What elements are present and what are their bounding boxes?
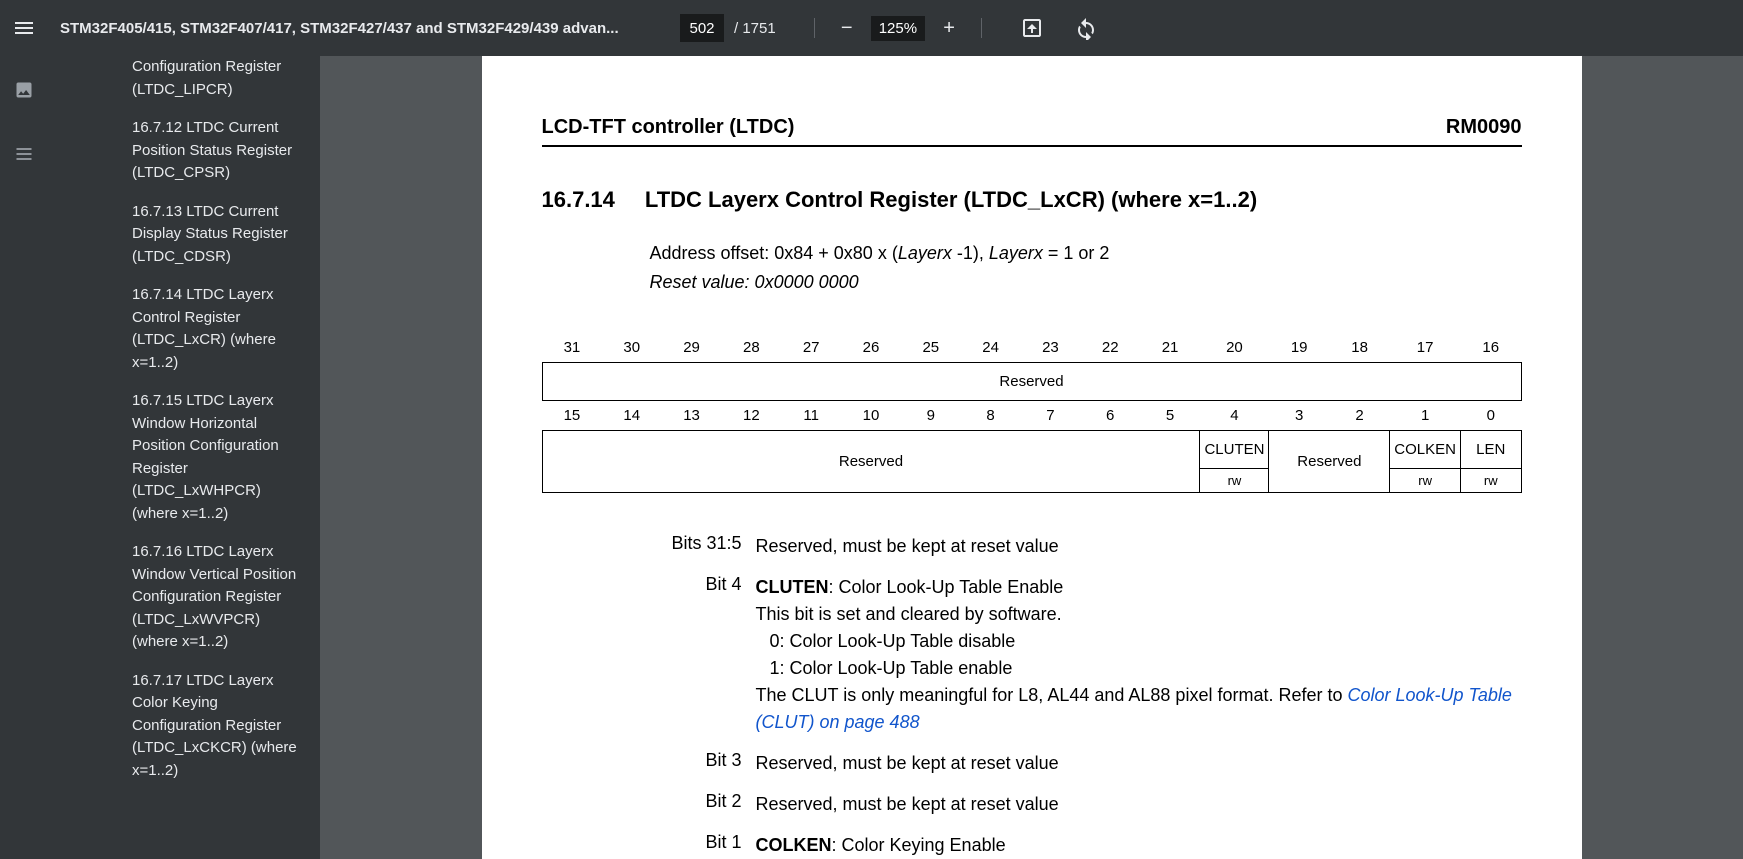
- bit-number: 3: [1269, 401, 1329, 431]
- bit-label: Bit 3: [662, 750, 742, 777]
- page-header: LCD-TFT controller (LTDC) RM0090: [542, 56, 1522, 147]
- reserved-cell: Reserved: [542, 363, 1521, 401]
- colken-cell: COLKEN: [1390, 431, 1461, 469]
- outline-item[interactable]: 16.7.13 LTDC Current Display Status Regi…: [48, 193, 320, 277]
- outline-item[interactable]: Configuration Register (LTDC_LIPCR): [48, 56, 320, 109]
- bit-number: 20: [1200, 333, 1269, 363]
- bit-number: 13: [662, 401, 722, 431]
- reserved-cell: Reserved: [542, 431, 1200, 493]
- page-total: / 1751: [734, 20, 776, 37]
- bit-number: 2: [1329, 401, 1389, 431]
- bit-number: 7: [1021, 401, 1081, 431]
- bit-number: 10: [841, 401, 901, 431]
- bit-number: 14: [602, 401, 662, 431]
- bit-entry: Bit 3 Reserved, must be kept at reset va…: [662, 750, 1522, 777]
- section: 16.7.14 LTDC Layerx Control Register (LT…: [542, 187, 1522, 293]
- bit-number: 28: [721, 333, 781, 363]
- bit-number: 18: [1329, 333, 1389, 363]
- bit-entry: Bits 31:5 Reserved, must be kept at rese…: [662, 533, 1522, 560]
- outline-item[interactable]: 16.7.16 LTDC Layerx Window Vertical Posi…: [48, 533, 320, 662]
- reset-value: Reset value: 0x0000 0000: [650, 272, 1522, 293]
- bit-number: 26: [841, 333, 901, 363]
- bit-entry: Bit 4 CLUTEN: Color Look-Up Table Enable…: [662, 574, 1522, 736]
- section-title: LTDC Layerx Control Register (LTDC_LxCR)…: [645, 187, 1257, 213]
- bit-number: 17: [1390, 333, 1461, 363]
- zoom-controls: − 125% +: [806, 16, 1098, 41]
- zoom-level: 125%: [871, 16, 925, 41]
- address-offset: Address offset: 0x84 + 0x80 x (Layerx -1…: [650, 243, 1522, 264]
- bit-number: 11: [781, 401, 841, 431]
- bit-number: 22: [1080, 333, 1140, 363]
- bit-text: CLUTEN: Color Look-Up Table Enable This …: [756, 574, 1522, 736]
- bit-label: Bit 2: [662, 791, 742, 818]
- bit-text: COLKEN: Color Keying Enable: [756, 832, 1522, 859]
- len-cell: LEN: [1460, 431, 1521, 469]
- reserved-cell: Reserved: [1269, 431, 1390, 493]
- pdf-page: LCD-TFT controller (LTDC) RM0090 16.7.14…: [482, 56, 1582, 859]
- page-header-right: RM0090: [1446, 116, 1522, 139]
- bit-number: 8: [961, 401, 1021, 431]
- section-number: 16.7.14: [542, 187, 615, 213]
- rw-cell: rw: [1460, 469, 1521, 493]
- cluten-cell: CLUTEN: [1200, 431, 1269, 469]
- bit-number: 29: [662, 333, 722, 363]
- document-title: STM32F405/415, STM32F407/417, STM32F427/…: [60, 20, 660, 37]
- bit-number: 4: [1200, 401, 1269, 431]
- outline-sidebar[interactable]: Configuration Register (LTDC_LIPCR)16.7.…: [48, 56, 320, 859]
- bit-number: 27: [781, 333, 841, 363]
- outline-item[interactable]: 16.7.12 LTDC Current Position Status Reg…: [48, 109, 320, 193]
- bit-number: 30: [602, 333, 662, 363]
- rotate-icon[interactable]: [1074, 16, 1098, 40]
- bit-number: 23: [1021, 333, 1081, 363]
- bit-text: Reserved, must be kept at reset value: [756, 791, 1522, 818]
- outline-item[interactable]: 16.7.17 LTDC Layerx Color Keying Configu…: [48, 662, 320, 791]
- page-controls: / 1751: [680, 14, 776, 42]
- bit-text: Reserved, must be kept at reset value: [756, 533, 1522, 560]
- bit-number: 9: [901, 401, 961, 431]
- bit-number: 12: [721, 401, 781, 431]
- bit-number: 25: [901, 333, 961, 363]
- rw-cell: rw: [1200, 469, 1269, 493]
- section-heading: 16.7.14 LTDC Layerx Control Register (LT…: [542, 187, 1522, 213]
- section-body: Address offset: 0x84 + 0x80 x (Layerx -1…: [650, 243, 1522, 293]
- bit-number: 6: [1080, 401, 1140, 431]
- bit-entry: Bit 2 Reserved, must be kept at reset va…: [662, 791, 1522, 818]
- menu-icon[interactable]: [12, 16, 36, 40]
- outline-item[interactable]: 16.7.15 LTDC Layerx Window Horizontal Po…: [48, 382, 320, 533]
- bit-label: Bit 1: [662, 832, 742, 859]
- bit-number: 21: [1140, 333, 1200, 363]
- bit-number: 16: [1460, 333, 1521, 363]
- divider: [981, 18, 982, 38]
- fit-page-icon[interactable]: [1020, 16, 1044, 40]
- outline-icon[interactable]: [14, 144, 34, 164]
- pdf-content[interactable]: LCD-TFT controller (LTDC) RM0090 16.7.14…: [320, 56, 1743, 859]
- bit-number: 5: [1140, 401, 1200, 431]
- divider: [814, 18, 815, 38]
- outline-item[interactable]: 16.7.14 LTDC Layerx Control Register (LT…: [48, 276, 320, 382]
- bit-number: 24: [961, 333, 1021, 363]
- bit-label: Bit 4: [662, 574, 742, 736]
- bit-number: 1: [1390, 401, 1461, 431]
- bit-number: 19: [1269, 333, 1329, 363]
- zoom-out-button[interactable]: −: [837, 18, 857, 38]
- register-bit-table: 31302928272625242322212019181716 Reserve…: [542, 333, 1522, 493]
- left-rail: [0, 56, 48, 859]
- bit-text: Reserved, must be kept at reset value: [756, 750, 1522, 777]
- bit-number: 31: [542, 333, 602, 363]
- thumbnails-icon[interactable]: [14, 80, 34, 100]
- bit-entry: Bit 1 COLKEN: Color Keying Enable: [662, 832, 1522, 859]
- pdf-toolbar: STM32F405/415, STM32F407/417, STM32F427/…: [0, 0, 1743, 56]
- page-header-left: LCD-TFT controller (LTDC): [542, 116, 795, 139]
- bit-number: 0: [1460, 401, 1521, 431]
- bit-number: 15: [542, 401, 602, 431]
- page-input[interactable]: [680, 14, 724, 42]
- zoom-in-button[interactable]: +: [939, 18, 959, 38]
- bit-descriptions: Bits 31:5 Reserved, must be kept at rese…: [662, 533, 1522, 859]
- bit-label: Bits 31:5: [662, 533, 742, 560]
- rw-cell: rw: [1390, 469, 1461, 493]
